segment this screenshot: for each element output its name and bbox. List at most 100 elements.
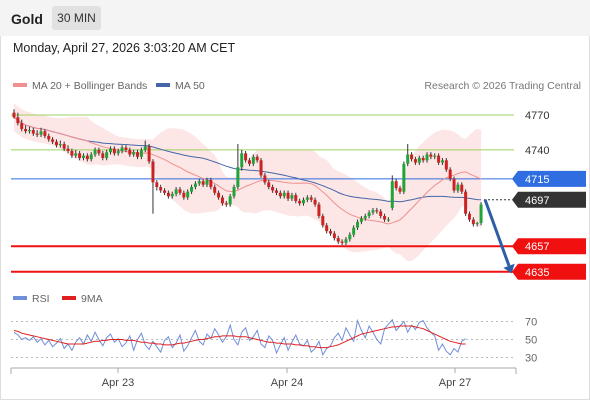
- candle: [460, 182, 464, 194]
- candle: [12, 109, 16, 119]
- candle-body: [170, 193, 174, 197]
- candle-body: [20, 123, 24, 129]
- candle: [471, 217, 475, 227]
- candle-body: [356, 221, 360, 228]
- level-tag-4635: [512, 263, 586, 280]
- candle: [452, 176, 456, 193]
- candle-body: [344, 239, 348, 243]
- candle-body: [58, 144, 62, 146]
- candle-body: [464, 191, 468, 214]
- projection-arrow-line: [483, 199, 511, 267]
- candle-body: [417, 157, 421, 163]
- candle-body: [437, 155, 441, 163]
- candle-body: [460, 184, 464, 192]
- candle: [371, 207, 375, 215]
- candle-body: [371, 210, 375, 213]
- candle: [97, 147, 101, 156]
- candle-body: [81, 155, 85, 158]
- candle-body: [429, 154, 433, 157]
- candle-body: [39, 131, 43, 135]
- candle-body: [332, 233, 336, 239]
- candle-body: [178, 189, 182, 193]
- candle: [448, 167, 452, 182]
- legend-rsi-ma: 9MA: [62, 293, 103, 305]
- candle-body: [317, 204, 321, 217]
- candle-body: [247, 160, 251, 164]
- candle-body: [340, 241, 344, 243]
- x-tick-label: Apr 27: [439, 377, 471, 389]
- candle-body: [101, 153, 105, 158]
- candle: [251, 154, 255, 167]
- candle: [290, 192, 294, 201]
- level-label-4715: 4715: [525, 174, 549, 186]
- candle: [475, 221, 479, 227]
- candle-body: [240, 153, 244, 168]
- rsi-ma-label: 9MA: [81, 293, 103, 305]
- candle-body: [132, 152, 136, 155]
- candle: [390, 175, 394, 211]
- timeframe-button[interactable]: 30 MIN: [52, 6, 101, 30]
- ma20-label: MA 20 + Bollinger Bands: [32, 80, 148, 92]
- candle-body: [201, 181, 205, 185]
- candle: [217, 190, 221, 200]
- candle-body: [406, 154, 410, 164]
- candle: [70, 148, 74, 158]
- candle: [228, 193, 232, 207]
- candle-body: [467, 213, 471, 220]
- candle: [209, 177, 213, 190]
- candle-body: [205, 180, 209, 185]
- candle: [62, 141, 66, 152]
- candle: [220, 195, 224, 206]
- candle: [456, 182, 460, 193]
- candle-body: [259, 160, 263, 176]
- candle: [193, 181, 197, 190]
- candle-body: [193, 183, 197, 188]
- candle: [278, 190, 282, 199]
- candle-body: [47, 135, 51, 140]
- candle: [54, 139, 58, 148]
- candle: [421, 155, 425, 163]
- candle: [166, 190, 170, 199]
- candle: [174, 187, 178, 197]
- candle: [155, 180, 159, 191]
- candle: [417, 155, 421, 165]
- candle: [413, 156, 417, 165]
- level-tag-4697: [512, 191, 586, 208]
- candle-body: [85, 155, 89, 160]
- candle-body: [475, 223, 479, 225]
- candle: [101, 151, 105, 161]
- candle-body: [325, 225, 329, 232]
- candle-body: [62, 144, 66, 149]
- candle: [74, 149, 78, 158]
- candle-body: [298, 200, 302, 204]
- rsi-tick-70: 70: [525, 317, 537, 329]
- legend-ma50: MA 50: [156, 80, 205, 92]
- candle: [247, 157, 251, 167]
- candle-body: [105, 152, 109, 158]
- candle-body: [479, 204, 483, 224]
- candle-body: [363, 216, 367, 219]
- candle-body: [155, 182, 159, 188]
- candle-body: [282, 192, 286, 197]
- ma50-swatch: [156, 83, 170, 88]
- legend-rsi: RSI: [13, 293, 50, 305]
- candle: [317, 202, 321, 219]
- candle-body: [139, 149, 143, 157]
- candle: [182, 190, 186, 200]
- candle-body: [302, 199, 305, 204]
- candle-body: [413, 159, 417, 163]
- candle: [20, 119, 24, 132]
- candle: [66, 145, 70, 154]
- candle-body: [286, 192, 290, 199]
- candle-body: [109, 148, 112, 153]
- candle-body: [232, 187, 236, 197]
- candle: [51, 137, 55, 145]
- rsi-swatch: [13, 296, 27, 301]
- candle: [139, 147, 143, 160]
- candle: [433, 153, 437, 160]
- candle-body: [159, 187, 163, 191]
- candle-body: [294, 195, 298, 201]
- candle: [259, 157, 263, 178]
- candle: [178, 187, 182, 196]
- candle: [132, 149, 136, 157]
